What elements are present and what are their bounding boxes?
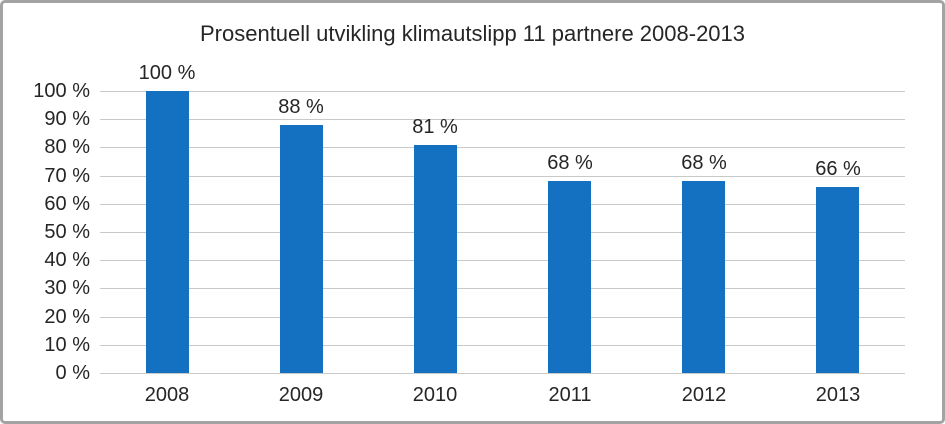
y-axis-tick-label: 0 % [55,362,90,384]
gridline [100,317,905,318]
bar-value-label: 88 % [278,96,324,118]
bar-value-label: 81 % [412,116,458,138]
gridline [100,91,905,92]
x-axis-category-label: 2009 [278,384,324,406]
bar [816,187,859,373]
x-axis-category-label: 2010 [412,384,458,406]
gridline [100,176,905,177]
bar-value-label: 68 % [547,152,593,174]
gridline [100,288,905,289]
x-axis-category-label: 2011 [548,384,592,406]
bar [280,125,323,373]
gridline [100,260,905,261]
y-axis-tick-label: 30 % [44,277,90,299]
gridline [100,232,905,233]
y-axis-tick-label: 10 % [44,334,90,356]
y-axis-tick-label: 100 % [33,80,90,102]
y-axis-tick-label: 90 % [44,108,90,130]
bar [682,181,725,373]
x-axis-category-label: 2013 [815,384,861,406]
gridline [100,204,905,205]
y-axis-tick-label: 60 % [44,193,90,215]
x-axis-category-label: 2008 [144,384,190,406]
y-axis-tick-label: 50 % [44,221,90,243]
bar [146,91,189,373]
y-axis-tick-label: 70 % [44,165,90,187]
gridline [100,119,905,120]
gridline [100,147,905,148]
y-axis-tick-label: 40 % [44,249,90,271]
chart-title: Prosentuell utvikling klimautslipp 11 pa… [199,21,746,46]
x-axis-category-label: 2012 [681,384,727,406]
bar [548,181,591,373]
bar-value-label: 68 % [681,152,727,174]
x-axis-line [100,373,905,374]
y-axis-tick-label: 80 % [44,136,90,158]
gridline [100,345,905,346]
y-axis-tick-label: 20 % [44,306,90,328]
bar-value-label: 100 % [138,62,196,84]
bar [414,145,457,373]
bar-value-label: 66 % [815,158,861,180]
